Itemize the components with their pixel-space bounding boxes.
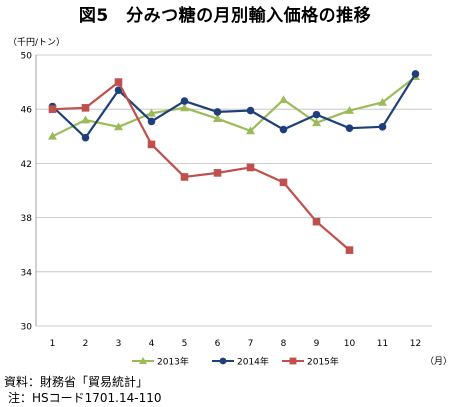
- data-point: [219, 357, 227, 365]
- data-point: [81, 115, 90, 124]
- x-tick-label: 8: [281, 339, 287, 349]
- data-point: [180, 173, 189, 181]
- x-tick-label: 11: [377, 339, 388, 349]
- series-group: [48, 70, 420, 254]
- y-tick-label: 42: [21, 160, 32, 170]
- x-tick-label: 2: [83, 339, 89, 349]
- data-point: [48, 105, 57, 113]
- data-point: [114, 78, 123, 86]
- plot-area: [36, 55, 432, 326]
- x-axis-tick-labels: 1 2 3 4 5 6 7 8 9 10 11 12: [50, 339, 422, 349]
- data-point: [378, 97, 387, 106]
- y-tick-label: 38: [21, 214, 33, 224]
- legend: 2013年 2014年 2015年: [132, 356, 339, 368]
- y-tick-label: 30: [21, 323, 33, 333]
- data-point: [48, 131, 57, 140]
- data-point: [345, 106, 354, 114]
- data-point: [147, 117, 156, 126]
- data-point: [147, 108, 156, 117]
- y-tick-label: 50: [21, 52, 33, 62]
- grid-lines: [35, 54, 432, 327]
- data-point: [147, 140, 156, 149]
- data-point: [312, 110, 321, 119]
- data-point: [180, 97, 189, 105]
- data-point: [213, 169, 222, 177]
- x-tick-label: 12: [410, 339, 421, 349]
- data-point: [279, 125, 288, 134]
- chart-title: 図5 分みつ糖の月別輸入価格の推移: [78, 6, 372, 26]
- data-point: [246, 106, 255, 115]
- data-point: [345, 124, 354, 132]
- data-point: [213, 108, 222, 116]
- series-2015年: [48, 78, 354, 254]
- data-point: [345, 246, 354, 254]
- x-tick-label: 4: [149, 339, 155, 349]
- data-point: [81, 104, 90, 112]
- hs-code-note: 注：HSコード1701.14-110: [8, 391, 162, 405]
- series-line: [51, 73, 417, 139]
- y-axis-unit-label: （千円/トン）: [8, 38, 66, 48]
- data-point: [378, 123, 387, 131]
- y-tick-label: 46: [21, 106, 33, 116]
- x-tick-label: 9: [314, 339, 320, 349]
- data-point: [289, 357, 297, 365]
- legend-label: 2013年: [157, 356, 189, 368]
- series-line: [52, 75, 417, 138]
- data-point: [213, 114, 222, 123]
- legend-label: 2015年: [307, 356, 339, 368]
- x-tick-label: 6: [215, 339, 221, 349]
- data-point: [411, 70, 420, 78]
- legend-item: 2014年: [212, 356, 269, 368]
- data-point: [312, 217, 321, 226]
- data-point: [279, 95, 288, 104]
- source-note: 資料：財務省「貿易統計」: [4, 375, 149, 389]
- data-point: [312, 118, 321, 127]
- data-point: [279, 178, 288, 187]
- data-point: [114, 86, 123, 95]
- data-point: [81, 133, 90, 142]
- x-tick-label: 1: [50, 339, 56, 349]
- x-tick-label: 5: [182, 339, 188, 349]
- legend-item: 2015年: [282, 356, 339, 368]
- x-tick-label: 7: [248, 339, 254, 349]
- legend-item: 2013年: [132, 356, 189, 368]
- legend-label: 2014年: [237, 356, 269, 368]
- y-axis-tick-labels: 30 34 38 42 46 50: [21, 52, 33, 333]
- data-point: [114, 122, 123, 131]
- series-line: [52, 80, 351, 251]
- x-tick-label: 3: [116, 339, 122, 349]
- data-point: [139, 357, 147, 364]
- x-tick-label: 10: [344, 339, 356, 349]
- x-axis-unit-label: （月）: [425, 357, 450, 367]
- data-point: [180, 103, 189, 112]
- data-point: [246, 163, 255, 172]
- y-tick-label: 34: [21, 268, 33, 278]
- data-point: [246, 126, 255, 135]
